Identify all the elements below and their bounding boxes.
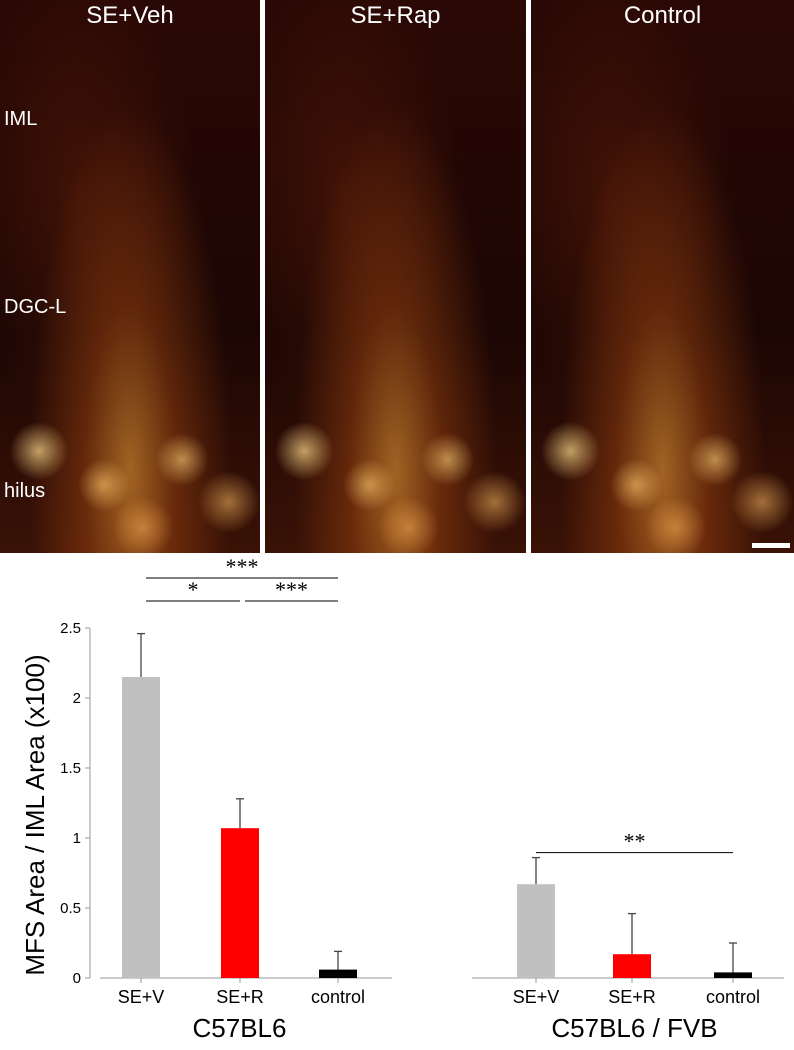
- y-axis: 0 0.5 1 1.5 2 2.5: [60, 620, 91, 987]
- layer-label-iml: IML: [4, 108, 38, 130]
- y-tick-label: 1.5: [60, 760, 81, 777]
- hilus-signal: [0, 383, 260, 553]
- y-tick-label: 0.5: [60, 900, 81, 917]
- x-tick-label: SE+V: [118, 987, 165, 1007]
- bar: [319, 969, 357, 978]
- bar-group: SE+V SE+R control C57BL6 / FVB **: [472, 829, 784, 1043]
- bar: [221, 828, 259, 978]
- y-tick-label: 1: [73, 830, 81, 847]
- significance-label: ***: [226, 554, 259, 579]
- hilus-signal: [531, 383, 794, 553]
- x-tick-label: SE+R: [608, 987, 656, 1007]
- layer-label-dgc-l: DGC-L: [4, 296, 67, 318]
- panel-title: Control: [623, 2, 702, 29]
- x-tick-label: control: [706, 987, 760, 1007]
- x-tick-label: SE+V: [513, 987, 560, 1007]
- scale-bar: [752, 543, 790, 548]
- y-tick-label: 2: [73, 690, 81, 707]
- y-axis-label: MFS Area / IML Area (x100): [20, 654, 50, 975]
- significance-label: *: [188, 577, 199, 602]
- significance-label: ***: [275, 577, 308, 602]
- panel-title: SE+Rap: [350, 2, 441, 29]
- layer-label-hilus: hilus: [4, 480, 46, 502]
- y-tick-label: 0: [73, 970, 81, 987]
- bar: [613, 954, 651, 978]
- significance-label: **: [624, 829, 646, 854]
- micrograph-control: Control: [531, 0, 794, 553]
- bar: [517, 884, 555, 978]
- group-label: C57BL6 / FVB: [551, 1013, 717, 1043]
- x-tick-label: SE+R: [216, 987, 264, 1007]
- group-label: C57BL6: [193, 1013, 287, 1043]
- hilus-signal: [265, 383, 526, 553]
- x-tick-label: control: [311, 987, 365, 1007]
- panel-title: SE+Veh: [86, 2, 174, 29]
- bar: [714, 972, 752, 978]
- y-tick-label: 2.5: [60, 620, 81, 637]
- micrograph-se-rap: SE+Rap: [265, 0, 526, 553]
- bar: [122, 677, 160, 978]
- micrograph-se-veh: SE+Veh IML DGC-L hilus: [0, 0, 260, 553]
